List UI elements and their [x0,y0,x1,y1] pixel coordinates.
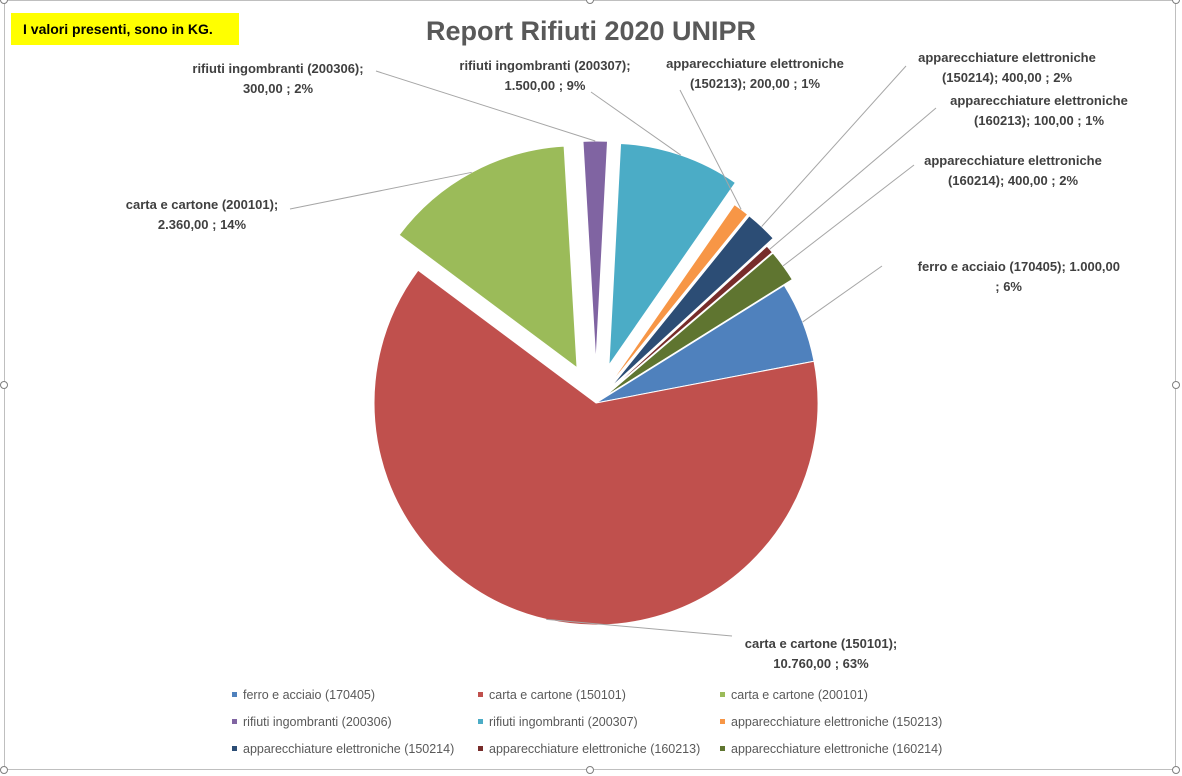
data-label: ferro e acciaio (170405); 1.000,00; 6% [918,259,1120,294]
data-label: carta e cartone (150101); 10.760,00 ; 63% [745,636,897,671]
units-note: I valori presenti, sono in KG. [11,13,239,45]
chart-title: Report Rifiuti 2020 UNIPR [425,16,757,46]
resize-handle-bottom-right[interactable] [1172,766,1180,774]
pie-slice[interactable] [608,142,737,367]
legend-item[interactable]: apparecchiature elettroniche (160213) [478,742,700,756]
legend-item[interactable]: ferro e acciaio (170405) [232,688,375,702]
leader-line [761,65,907,227]
legend-label: carta e cartone (150101) [489,688,626,702]
legend-label: apparecchiature elettroniche (150213) [731,715,943,729]
pie-slice[interactable] [603,245,774,397]
legend-item[interactable]: rifiuti ingombranti (200306) [232,715,392,729]
legend-label: apparecchiature elettroniche (150214) [243,742,455,756]
legend-swatch [720,719,725,725]
legend-swatch [232,692,237,698]
leader-line [679,89,742,210]
leader-line [802,265,883,323]
resize-handle-middle-right[interactable] [1172,381,1180,389]
resize-handle-bottom-left[interactable] [0,766,8,774]
legend-item[interactable]: apparecchiature elettroniche (150213) [720,715,942,729]
legend-label: apparecchiature elettroniche (160213) [489,742,701,756]
pie-slice[interactable] [609,215,774,389]
legend-item[interactable]: apparecchiature elettroniche (160214) [720,742,942,756]
legend-swatch [720,692,725,698]
legend-item[interactable]: apparecchiature elettroniche (150214) [232,742,454,756]
resize-handle-middle-left[interactable] [0,381,8,389]
pie-slice[interactable] [582,140,609,364]
legend-swatch [232,719,237,725]
legend-swatch [478,692,483,698]
legend-item[interactable]: rifiuti ingombranti (200307) [478,715,638,729]
legend-swatch [478,746,483,752]
legend-label: carta e cartone (200101) [731,688,868,702]
data-label: rifiuti ingombranti (200307); 1.500,00 ; … [459,58,630,93]
resize-handle-bottom-center[interactable] [586,766,594,774]
data-label: rifiuti ingombranti (200306); 300,00 ; 2% [192,61,363,96]
data-label: carta e cartone (200101); 2.360,00 ; 14% [126,197,278,232]
legend-label: apparecchiature elettroniche (160214) [731,742,943,756]
leader-line [590,91,682,156]
leader-line [289,171,472,210]
data-label: apparecchiature elettroniche (160214); 40… [924,153,1102,188]
data-label: apparecchiature elettroniche (150214); 40… [918,50,1096,85]
legend-swatch [232,746,237,752]
leader-line [782,164,915,267]
legend-item[interactable]: carta e cartone (150101) [478,688,626,702]
legend-label: rifiuti ingombranti (200306) [243,715,392,729]
leader-line [769,107,937,250]
legend-item[interactable]: carta e cartone (200101) [720,688,868,702]
legend-label: rifiuti ingombranti (200307) [489,715,638,729]
data-label: apparecchiature elettroniche (160213); 10… [950,93,1128,128]
data-label: apparecchiature elettroniche (150213); 20… [666,56,844,91]
legend-swatch [478,719,483,725]
leader-line [546,618,733,637]
legend-swatch [720,746,725,752]
leader-line [375,70,596,142]
legend-label: ferro e acciaio (170405) [243,688,376,702]
